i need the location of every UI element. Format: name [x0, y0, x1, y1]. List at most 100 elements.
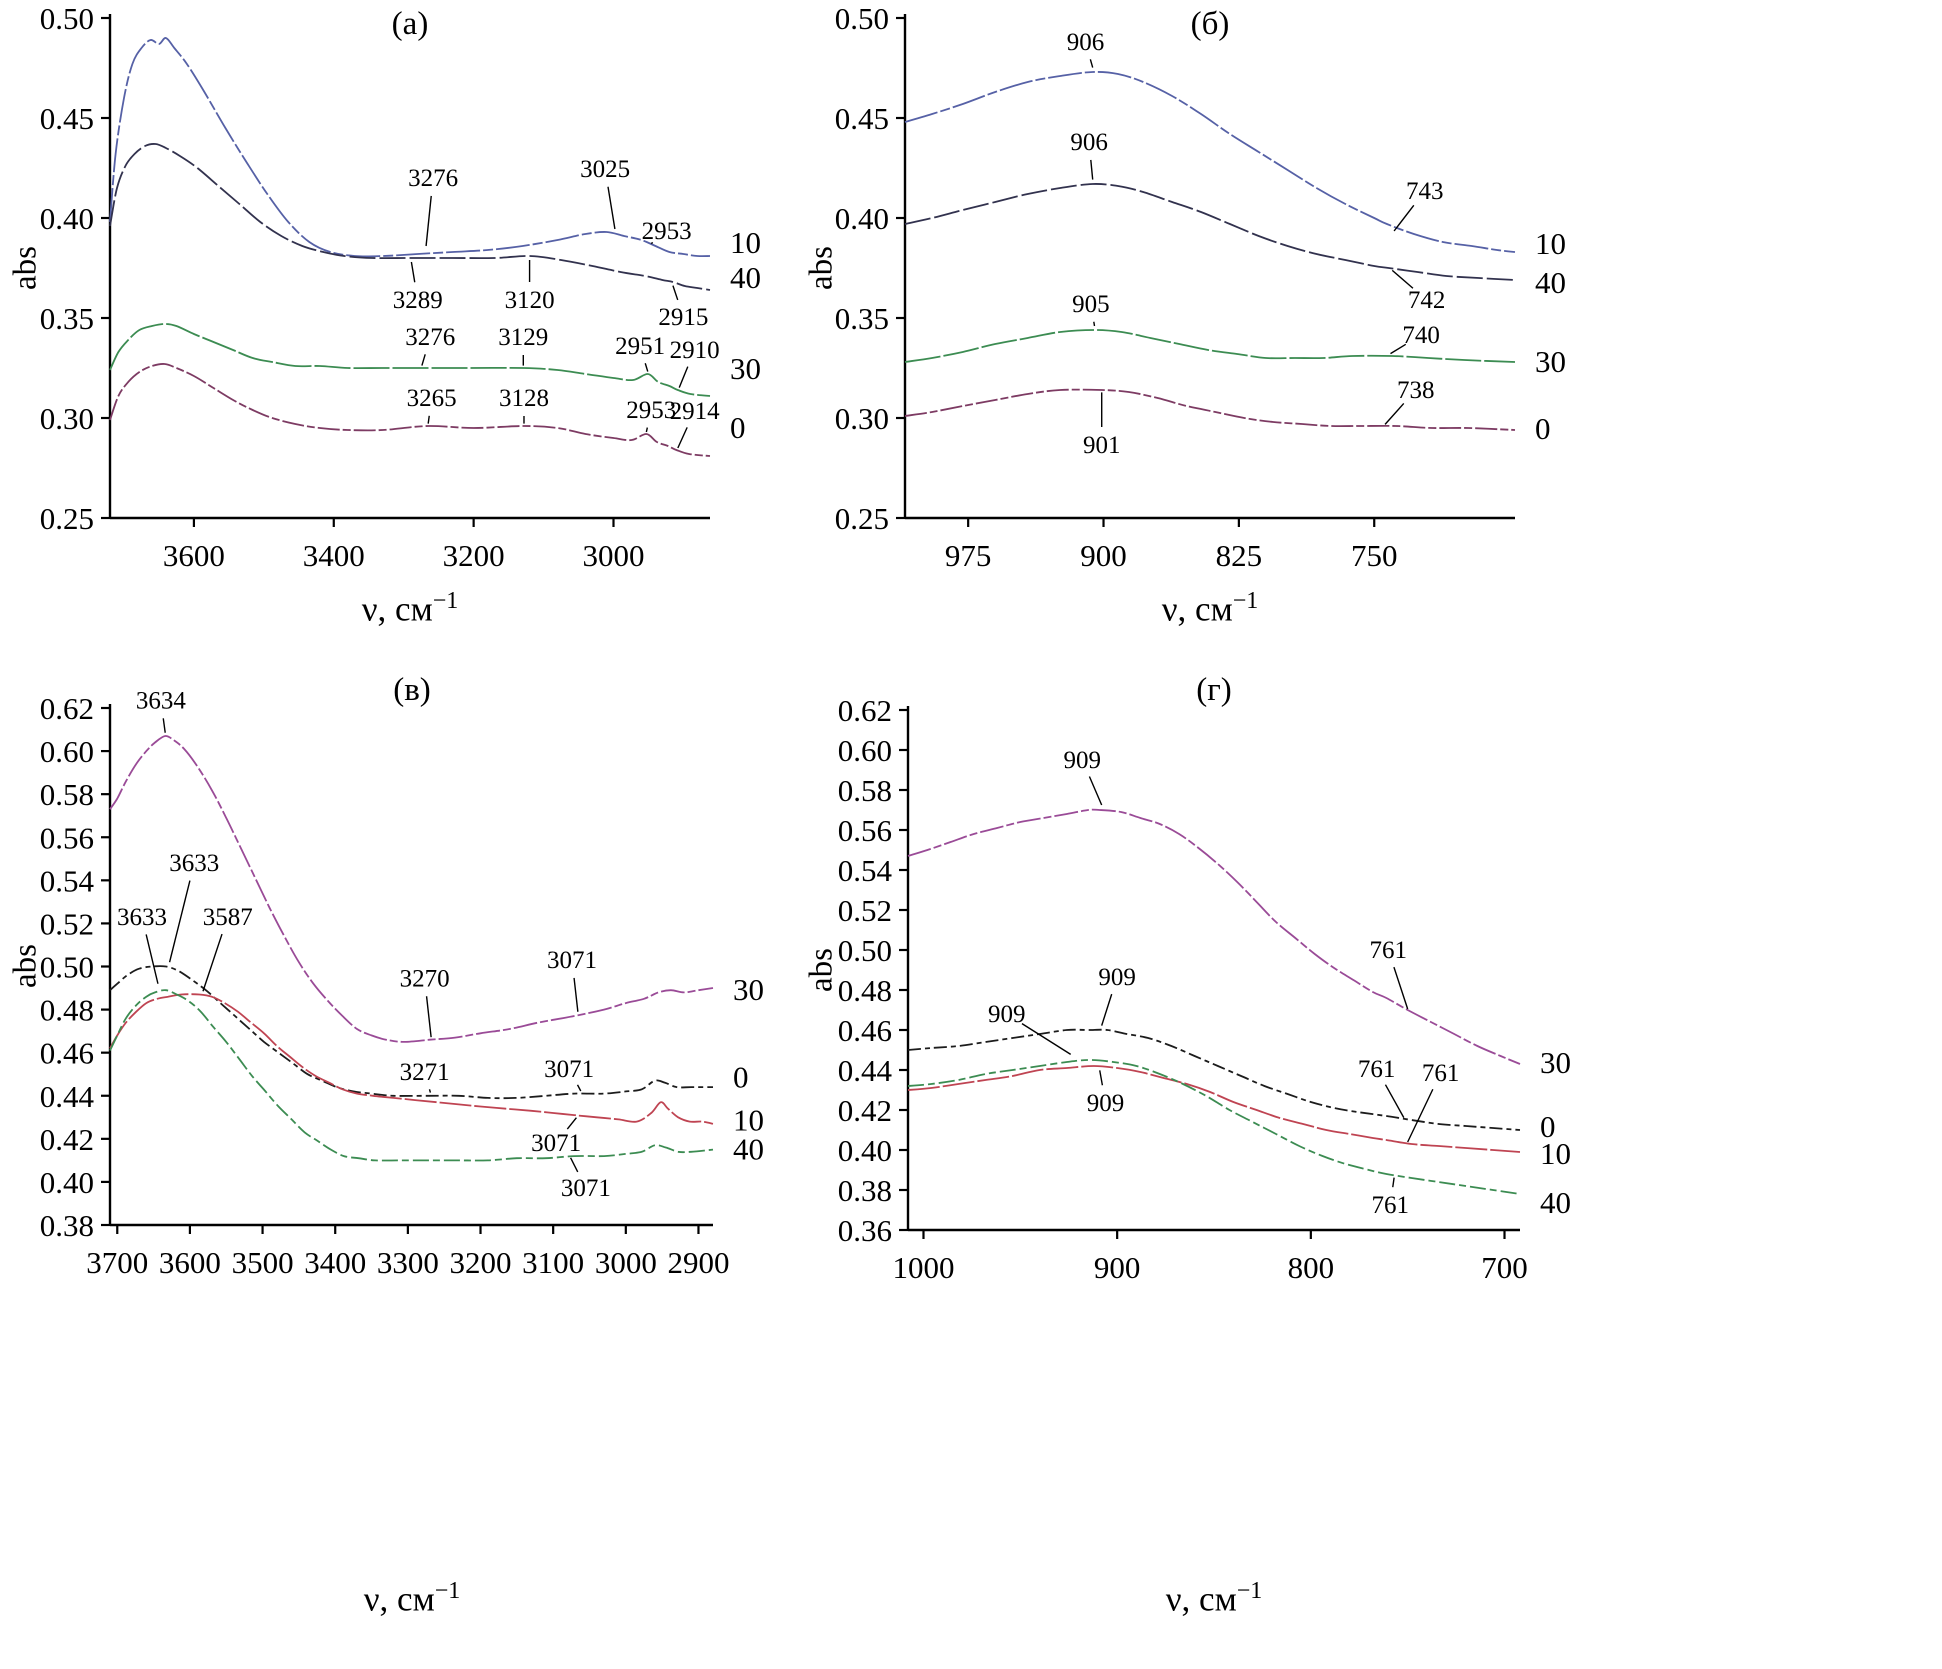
annotation-label: 3271 [400, 1059, 450, 1086]
x-tick-label: 2900 [667, 1245, 729, 1280]
annotation-label: 761 [1358, 1056, 1396, 1083]
x-tick-label: 3400 [304, 1245, 366, 1280]
x-tick-label: 3100 [522, 1245, 584, 1280]
annotation-label: 742 [1408, 287, 1446, 314]
annotation-line [566, 1117, 577, 1130]
annotation-label: 3265 [407, 385, 457, 412]
annotation-label: 905 [1072, 291, 1110, 318]
annotation-label: 738 [1397, 377, 1435, 404]
xaxis-title-sup: −1 [432, 588, 459, 614]
annotation-label: 3129 [498, 324, 548, 351]
series-label-40: 40 [730, 260, 761, 295]
chart-panel-b: 0.25 0.30 0.35 0.40 0.45 0.50 975 900 825 750 10 40… [835, 1, 1566, 573]
annotation-line [425, 195, 432, 247]
annotation-label: 2915 [658, 304, 708, 331]
y-tick-label: 0.50 [40, 950, 94, 985]
annotation-label: 761 [1371, 1192, 1409, 1219]
annotation-label: 906 [1067, 29, 1105, 56]
y-tick-label: 0.44 [40, 1079, 95, 1114]
annotation-line [425, 996, 432, 1038]
annotation-line [1099, 1070, 1104, 1086]
panel-c-yaxis-title: abs [7, 944, 44, 988]
annotation-label: 3276 [405, 324, 455, 351]
annotation-line [644, 363, 649, 372]
annotation-line [1391, 269, 1414, 289]
y-tick-label: 0.40 [40, 1165, 94, 1200]
x-tick-label: 3700 [86, 1245, 148, 1280]
annotation-label: 2951 [615, 333, 665, 360]
y-tick-label: 0.58 [40, 777, 94, 812]
annotation-label: 3071 [544, 1056, 594, 1083]
panel-d-yaxis-title: abs [803, 948, 840, 992]
y-tick-label: 0.36 [838, 1213, 892, 1248]
annotation-line [1088, 776, 1103, 806]
annotation-label: 3633 [169, 850, 219, 877]
y-tick-label: 0.46 [838, 1013, 892, 1048]
series-label-0: 0 [730, 410, 746, 445]
annotation-line [1392, 1177, 1395, 1188]
annotation-line [427, 415, 430, 424]
annotation-line [410, 261, 416, 283]
y-tick-label: 0.45 [835, 101, 889, 136]
annotation-line [1393, 966, 1409, 1010]
panel-b-xaxis-title: ν, см−1 [1162, 588, 1259, 630]
annotation-line [1384, 1084, 1405, 1118]
annotation-label: 901 [1083, 432, 1121, 459]
annotation-line [573, 977, 579, 1012]
panel-a-yaxis-title: abs [7, 246, 44, 290]
series-label-30: 30 [1535, 344, 1566, 379]
series-line-0 [904, 388, 1516, 431]
series-line-10 [904, 71, 1516, 253]
chart-panel-d: 0.36 0.38 0.40 0.42 0.44 0.46 0.48 0.50 0.52 0.54… [838, 693, 1571, 1285]
y-tick-label: 0.25 [835, 501, 889, 536]
series-label-30: 30 [1540, 1045, 1571, 1080]
annotation-line [1090, 159, 1094, 180]
series-label-0: 0 [1535, 411, 1551, 446]
annotation-label: 740 [1402, 322, 1440, 349]
y-tick-label: 0.54 [40, 863, 95, 898]
y-tick-label: 0.60 [40, 734, 94, 769]
series-line-30 [109, 323, 711, 397]
panel-b-title: (б) [1190, 6, 1230, 42]
x-tick-label: 975 [945, 538, 992, 573]
panel-b-yaxis-title: abs [803, 246, 840, 290]
series-line-10 [907, 1065, 1521, 1153]
xaxis-title-base: ν, см [1161, 589, 1233, 629]
y-tick-label: 0.56 [838, 813, 892, 848]
y-tick-label: 0.30 [40, 401, 94, 436]
annotation-label: 3270 [400, 965, 450, 992]
annotation-line [677, 427, 688, 449]
x-tick-label: 3600 [159, 1245, 221, 1280]
y-tick-label: 0.40 [835, 201, 889, 236]
y-tick-label: 0.62 [838, 693, 892, 728]
series-line-0 [907, 1028, 1521, 1131]
y-tick-label: 0.48 [40, 993, 94, 1028]
x-tick-label: 3000 [582, 538, 644, 573]
annotation-label: 3025 [580, 156, 630, 183]
series-label-0: 0 [1540, 1109, 1556, 1144]
panel-a-xaxis-title: ν, см−1 [362, 588, 459, 630]
xaxis-title-sup: −1 [434, 1578, 461, 1604]
xaxis-title-sup: −1 [1232, 588, 1259, 614]
annotation-label: 3120 [505, 287, 555, 314]
series-label-10: 10 [733, 1102, 764, 1137]
y-tick-label: 0.50 [835, 1, 889, 36]
series-label-0: 0 [733, 1059, 749, 1094]
annotation-label: 2953 [626, 397, 676, 424]
y-tick-label: 0.52 [838, 893, 892, 928]
x-tick-label: 3200 [450, 1245, 512, 1280]
x-tick-label: 3200 [443, 538, 505, 573]
y-tick-label: 0.48 [838, 973, 892, 1008]
annotation-line [1089, 59, 1094, 68]
y-tick-label: 0.60 [838, 733, 892, 768]
y-tick-label: 0.38 [40, 1208, 94, 1243]
xaxis-title-base: ν, см [363, 1579, 435, 1619]
annotation-line [145, 934, 159, 984]
annotation-label: 3634 [136, 687, 187, 714]
annotation-line [1101, 993, 1113, 1026]
series-label-40: 40 [1540, 1185, 1571, 1220]
y-tick-label: 0.25 [40, 501, 94, 536]
annotation-line [168, 880, 191, 963]
annotation-label: 3289 [393, 287, 443, 314]
annotation-label: 2910 [670, 337, 720, 364]
